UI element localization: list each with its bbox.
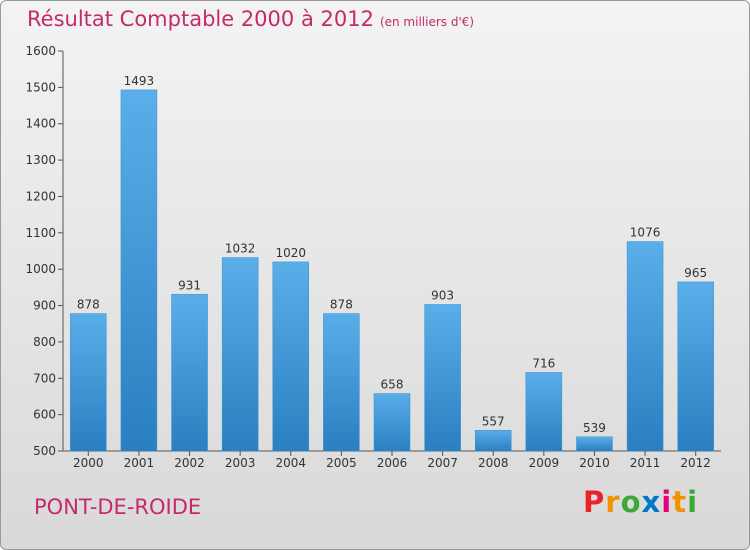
x-tick-label: 2002 (174, 456, 205, 470)
x-tick-label: 2008 (478, 456, 509, 470)
y-tick-label: 700 (33, 371, 56, 385)
chart-subtitle: (en milliers d'€) (379, 15, 475, 29)
x-tick-label: 2007 (427, 456, 458, 470)
x-tick-label: 2011 (630, 456, 661, 470)
bar-value-label: 931 (178, 278, 201, 292)
y-tick-label: 600 (33, 408, 56, 422)
chart-title: Résultat Comptable 2000 à 2012 (en millie… (27, 7, 474, 31)
bar-value-label: 1076 (630, 226, 661, 240)
bar-value-label: 1493 (124, 74, 155, 88)
logo-letter: o (620, 485, 642, 519)
y-tick-label: 1200 (25, 189, 56, 203)
y-tick-label: 500 (33, 444, 56, 458)
logo-letter: i (687, 485, 699, 519)
bar-2001 (120, 89, 158, 452)
bar-value-label: 903 (431, 288, 454, 302)
y-tick-label: 1500 (25, 80, 56, 94)
bar-value-label: 716 (532, 356, 555, 370)
bar-value-label: 878 (77, 298, 100, 312)
bar-value-label: 878 (330, 298, 353, 312)
x-tick-label: 2003 (225, 456, 256, 470)
y-tick-label: 800 (33, 335, 56, 349)
logo-letter: i (661, 485, 673, 519)
x-tick-label: 2006 (377, 456, 408, 470)
x-tick-label: 2001 (124, 456, 155, 470)
x-tick-label: 2012 (680, 456, 711, 470)
title-text: Résultat Comptable 2000 à 2012 (27, 7, 374, 31)
proxiti-logo: Proxiti (583, 485, 698, 519)
bar-2006 (373, 393, 411, 452)
bar-2009 (525, 372, 563, 452)
y-tick-label: 1400 (25, 117, 56, 131)
bar-2003 (221, 257, 259, 452)
bar-value-label: 965 (684, 266, 707, 280)
logo-letter: r (605, 485, 621, 519)
bar-value-label: 539 (583, 421, 606, 435)
bar-2011 (626, 241, 664, 452)
bar-value-label: 557 (482, 414, 505, 428)
y-tick-label: 1000 (25, 262, 56, 276)
bar-2002 (171, 294, 208, 452)
bar-2005 (323, 313, 360, 452)
y-tick-label: 900 (33, 299, 56, 313)
y-tick-label: 1300 (25, 153, 56, 167)
logo-letter: t (672, 485, 688, 519)
bar-value-label: 1020 (275, 246, 306, 260)
x-tick-label: 2000 (73, 456, 104, 470)
x-tick-label: 2009 (529, 456, 560, 470)
place-name: PONT-DE-ROIDE (34, 495, 202, 519)
bar-2004 (272, 261, 310, 452)
bar-2007 (424, 304, 461, 452)
logo-letter: x (641, 485, 662, 519)
y-tick-label: 1600 (25, 44, 56, 58)
bar-2008 (474, 430, 512, 452)
logo-letter: P (583, 485, 606, 519)
bar-2010 (576, 436, 613, 452)
y-tick-label: 1100 (25, 226, 56, 240)
x-tick-label: 2005 (326, 456, 357, 470)
bar-2000 (70, 313, 107, 452)
bar-2012 (677, 281, 714, 452)
x-tick-label: 2004 (275, 456, 306, 470)
bar-value-label: 658 (381, 378, 404, 392)
x-tick-label: 2010 (579, 456, 610, 470)
bar-value-label: 1032 (225, 242, 256, 256)
